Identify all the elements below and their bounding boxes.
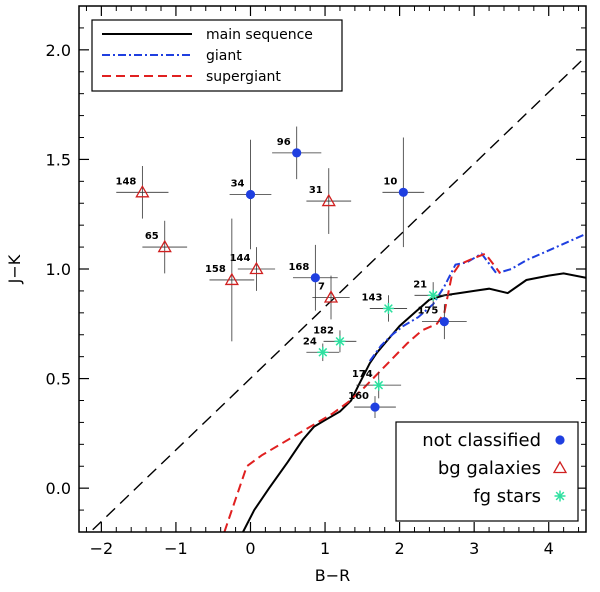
- point-label: 34: [231, 178, 245, 189]
- reference-dashed-line: [89, 55, 586, 532]
- data-point-182: 182: [313, 325, 357, 353]
- x-tick-label: 1: [320, 539, 330, 558]
- asterisk-marker: [317, 346, 329, 358]
- y-tick-label: 1.5: [46, 150, 71, 169]
- triangle-marker: [224, 272, 239, 286]
- data-point-96: 96: [272, 126, 322, 180]
- point-label: 21: [413, 279, 427, 290]
- triangle-marker: [323, 290, 339, 303]
- asterisk-marker: [427, 289, 439, 301]
- legend-lines: main sequence giant supergiant: [91, 19, 343, 92]
- asterisk-stroke: [384, 304, 393, 313]
- data-point-65: 65: [142, 220, 188, 274]
- point-label: 10: [383, 176, 397, 187]
- x-tick-label: 3: [469, 539, 479, 558]
- asterisk-marker: [373, 379, 385, 391]
- circle-marker: [292, 148, 302, 158]
- data-point-7: 7: [312, 275, 350, 320]
- circle-marker: [370, 402, 380, 412]
- data-point-168: 168: [288, 244, 338, 311]
- circle-marker: [439, 317, 449, 327]
- x-tick-label: 4: [544, 539, 554, 558]
- circle-marker: [245, 189, 256, 200]
- data-point-158: 158: [205, 218, 255, 342]
- data-point-34: 34: [229, 139, 272, 250]
- point-label: 65: [145, 231, 159, 242]
- y-axis-label: J−K: [5, 254, 24, 284]
- point-label: 96: [277, 137, 291, 148]
- x-tick-label: 2: [395, 539, 405, 558]
- point-label: 24: [303, 336, 317, 347]
- line-legend-box: [91, 19, 343, 92]
- data-point-24: 24: [303, 336, 340, 362]
- legend-label-main-sequence: main sequence: [206, 27, 313, 43]
- point-label: 31: [309, 185, 323, 196]
- legend-marker-fg-stars: [554, 490, 566, 502]
- data-point-148: 148: [116, 165, 169, 219]
- triangle-marker: [157, 239, 172, 253]
- marker-legend-box: [395, 421, 579, 522]
- triangle-marker: [321, 193, 336, 207]
- data-point-144: 144: [230, 247, 276, 291]
- circle-marker: [310, 273, 320, 283]
- asterisk-stroke: [318, 347, 328, 357]
- circle-marker: [398, 187, 408, 197]
- point-label: 148: [116, 176, 137, 187]
- legend-points: not classified bg galaxies fg stars: [395, 421, 579, 522]
- point-label: 144: [230, 253, 251, 264]
- y-tick-label: 2.0: [46, 41, 71, 60]
- axes: −2 −1 0 1 2 3 40.00.51.01.52.0: [46, 6, 586, 558]
- legend-label-fg-stars: fg stars: [473, 486, 541, 507]
- legend-label-supergiant: supergiant: [206, 69, 281, 85]
- triangle-marker: [249, 261, 264, 275]
- point-label: 143: [362, 292, 383, 303]
- giant-curve: [368, 232, 586, 362]
- point-label: 175: [417, 306, 438, 317]
- y-tick-label: 0.0: [46, 479, 71, 498]
- y-tick-label: 0.5: [46, 370, 71, 389]
- point-label: 158: [205, 264, 226, 275]
- legend-marker-not-classified: [555, 435, 565, 445]
- asterisk-stroke: [555, 491, 565, 501]
- point-label: 7: [318, 281, 325, 292]
- point-label: 174: [352, 369, 373, 380]
- x-tick-label: −2: [90, 539, 114, 558]
- data-point-31: 31: [306, 168, 352, 234]
- x-tick-label: 0: [245, 539, 255, 558]
- supergiant-curve: [223, 252, 502, 532]
- point-label: 182: [313, 325, 334, 336]
- data-point-175: 175: [417, 304, 467, 340]
- data-point-10: 10: [382, 137, 425, 248]
- asterisk-marker: [334, 335, 346, 347]
- asterisk-stroke: [335, 336, 345, 346]
- asterisk-stroke: [428, 290, 438, 300]
- legend-marker-bg-galaxies: [552, 460, 568, 474]
- legend-label-giant: giant: [206, 48, 242, 64]
- x-axis-label: B−R: [315, 566, 351, 585]
- data-point-160: 160: [348, 391, 396, 419]
- triangle-marker: [135, 184, 150, 198]
- legend-label-not-classified: not classified: [422, 430, 541, 451]
- asterisk-stroke: [374, 380, 384, 390]
- data-point-21: 21: [413, 279, 452, 309]
- data-point-174: 174: [352, 369, 402, 399]
- legend-label-bg-galaxies: bg galaxies: [438, 458, 541, 479]
- asterisk-marker: [382, 302, 394, 314]
- y-tick-label: 1.0: [46, 260, 71, 279]
- point-label: 160: [348, 391, 369, 402]
- point-label: 168: [288, 262, 309, 273]
- data-point-143: 143: [362, 292, 408, 322]
- x-tick-label: −1: [164, 539, 188, 558]
